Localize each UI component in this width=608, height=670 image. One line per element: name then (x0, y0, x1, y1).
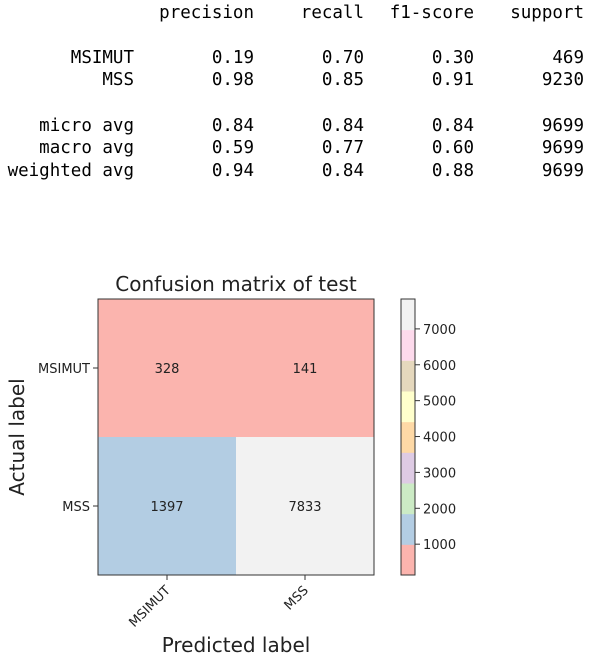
cell-value-label: 7833 (288, 500, 321, 515)
weighted-avg-support: 9699 (541, 161, 584, 181)
cell-value-label: 328 (155, 362, 180, 377)
mss-f1: 0.91 (431, 70, 474, 90)
colorbar-tick-label: 5000 (423, 395, 456, 410)
y-tick-label: MSS (62, 500, 90, 515)
mss-precision: 0.98 (211, 70, 254, 90)
colorbar-tick-label: 4000 (423, 431, 456, 446)
colorbar-segment (401, 483, 415, 515)
colorbar-segment (401, 513, 415, 545)
heatmap-cell (98, 299, 236, 437)
colorbar-segment (401, 544, 415, 576)
row-label-mss: MSS (102, 70, 134, 90)
row-label-weighted-avg: weighted avg (7, 161, 134, 181)
colorbar-tick-label: 6000 (423, 359, 456, 374)
chart-title: Confusion matrix of test (115, 272, 357, 296)
cell-value-label: 1397 (150, 500, 183, 515)
macro-avg-recall: 0.77 (321, 138, 364, 158)
colorbar-segment (401, 421, 415, 453)
micro-avg-precision: 0.84 (211, 116, 254, 136)
colorbar-segment (401, 299, 415, 331)
row-label-macro-avg: macro avg (39, 138, 134, 158)
row-label-msimut: MSIMUT (70, 48, 134, 68)
micro-avg-f1: 0.84 (431, 116, 474, 136)
colorbar-segment (401, 360, 415, 392)
weighted-avg-recall: 0.84 (321, 161, 364, 181)
macro-avg-f1: 0.60 (431, 138, 474, 158)
row-label-micro-avg: micro avg (39, 116, 134, 136)
weighted-avg-f1: 0.88 (431, 161, 474, 181)
classification-report: precision recall f1-score support MSIMUT… (0, 0, 608, 200)
header-recall: recall (300, 3, 364, 23)
msimut-precision: 0.19 (211, 48, 254, 68)
header-precision: precision (159, 3, 254, 23)
micro-avg-support: 9699 (541, 116, 584, 136)
mss-recall: 0.85 (321, 70, 364, 90)
macro-avg-support: 9699 (541, 138, 584, 158)
colorbar-segment (401, 329, 415, 361)
y-axis-label: Actual label (5, 378, 29, 495)
colorbar-segment (401, 452, 415, 484)
header-f1-score: f1-score (389, 3, 474, 23)
colorbar-tick-label: 7000 (423, 323, 456, 338)
macro-avg-precision: 0.59 (211, 138, 254, 158)
msimut-f1: 0.30 (431, 48, 474, 68)
plot-frame (97, 298, 375, 576)
msimut-recall: 0.70 (321, 48, 364, 68)
msimut-support: 469 (552, 48, 584, 68)
mss-support: 9230 (541, 70, 584, 90)
heatmap-cell (236, 437, 374, 575)
header-support: support (510, 3, 584, 23)
colorbar-tick-label: 3000 (423, 466, 456, 481)
x-tick-label: MSS (282, 583, 312, 613)
colorbar-segment (401, 391, 415, 423)
cell-value-label: 141 (293, 362, 318, 377)
confusion-matrix-chart: Confusion matrix of test Actual label Pr… (5, 272, 456, 657)
heatmap-cell (236, 299, 374, 437)
colorbar-tick-label: 2000 (423, 502, 456, 517)
heatmap-cell (98, 437, 236, 575)
micro-avg-recall: 0.84 (321, 116, 364, 136)
colorbar-tick-label: 1000 (423, 538, 456, 553)
x-tick-label: MSIMUT (126, 583, 173, 630)
x-axis-label: Predicted label (162, 633, 311, 657)
weighted-avg-precision: 0.94 (211, 161, 254, 181)
y-tick-label: MSIMUT (38, 362, 90, 377)
